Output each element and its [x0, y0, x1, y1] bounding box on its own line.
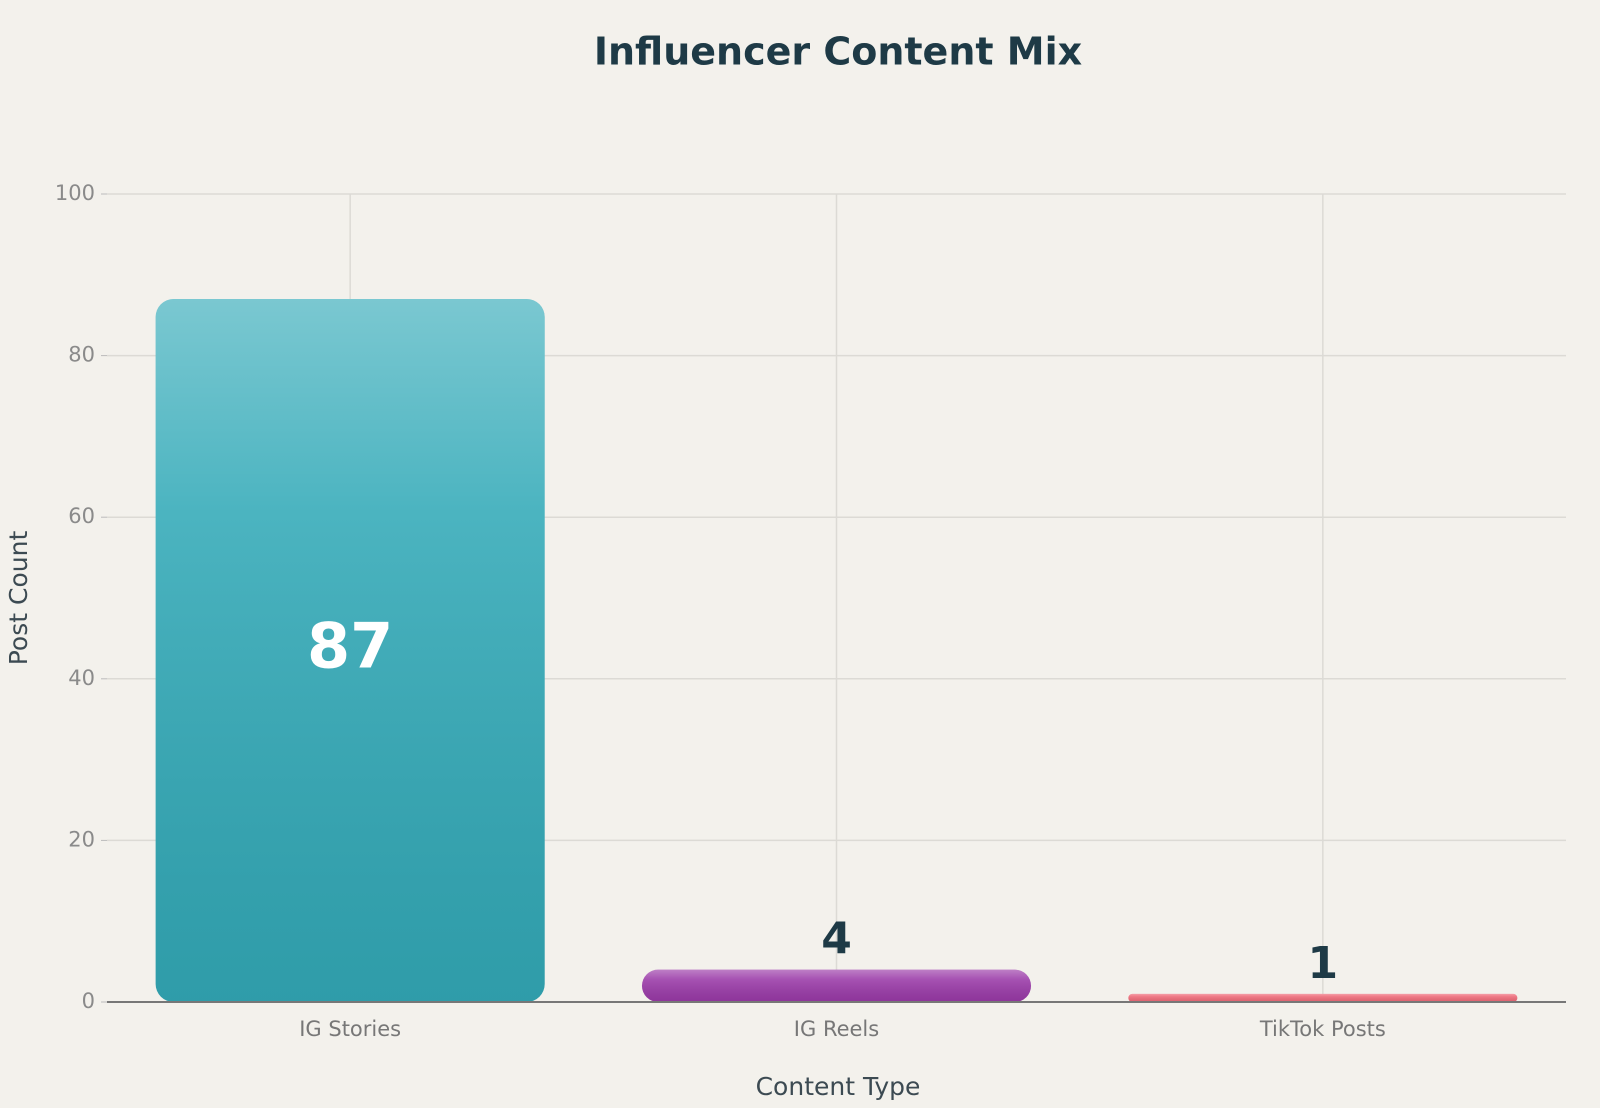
y-tick-label: 0: [82, 989, 95, 1013]
y-tick-label: 40: [68, 666, 95, 690]
plot-area: 0 20 40 60 80 100 87 IG Stories 4 IG Reels 1 TikTok…: [55, 181, 1566, 1041]
y-tick-label: 20: [68, 827, 95, 851]
bar-shine: [155, 299, 545, 1002]
value-label: 4: [821, 914, 852, 965]
x-axis-title: Content Type: [756, 1072, 921, 1101]
y-axis-title: Post Count: [4, 531, 33, 666]
value-label: 1: [1308, 938, 1339, 989]
bar-shine: [641, 969, 1032, 1002]
chart-title: Influencer Content Mix: [594, 30, 1082, 74]
x-tick-label: IG Stories: [299, 1017, 401, 1041]
x-tick-label: IG Reels: [794, 1017, 879, 1041]
bar-shine: [1128, 993, 1518, 1002]
y-tick-label: 100: [55, 181, 95, 205]
y-tick-label: 80: [68, 343, 95, 367]
x-tick-label: TikTok Posts: [1259, 1017, 1386, 1041]
y-tick-label: 60: [68, 504, 95, 528]
value-label: 87: [307, 610, 393, 683]
